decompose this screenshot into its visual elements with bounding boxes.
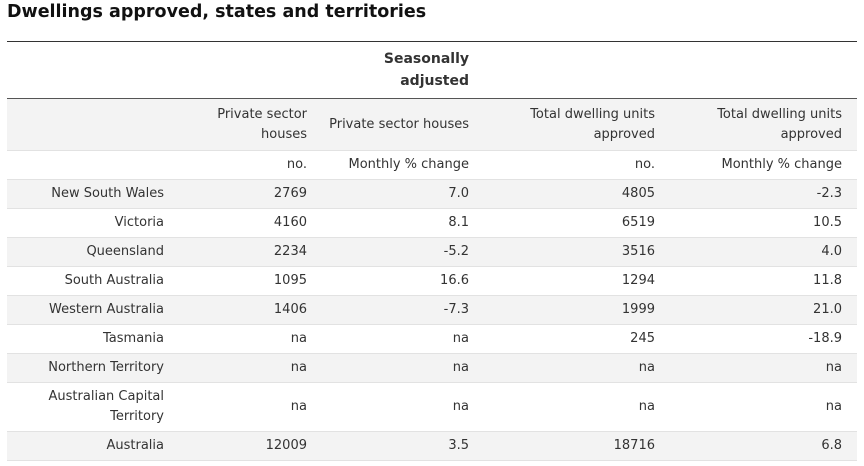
table-cell: 8.1 [448,215,469,230]
table-cell: -7.3 [443,302,469,317]
table-cell: 11.8 [813,273,842,288]
seasonally-adjusted-header: Seasonally adjusted [322,48,469,92]
header-line: Total dwelling units [717,106,842,122]
table-cell: 7.0 [448,186,469,201]
table-cell: 6519 [621,215,655,230]
header-line: houses [261,126,307,142]
table-cell: na [638,399,655,414]
row-label: Victoria [114,215,164,230]
table-cell: na [452,399,469,414]
units-row: no. Monthly % change no. Monthly % chang… [7,151,857,180]
column-header-row: Private sector houses Private sector hou… [7,99,857,151]
row-label: Western Australia [49,302,164,317]
group-header-row: Seasonally adjusted [7,42,857,99]
column-header-private-houses-change: Private sector houses [315,115,477,135]
table-cell: na [638,360,655,375]
table-cell: 1095 [273,273,307,288]
table-cell: -5.2 [443,244,469,259]
table-cell: 1999 [621,302,655,317]
table-row: New South Wales 2769 7.0 4805 -2.3 [7,180,857,209]
table-cell: 12009 [265,438,307,453]
unit-cell: no. [286,157,307,172]
table-cell: 18716 [613,438,655,453]
table-cell: 6.8 [821,438,842,453]
row-label-line: Australian Capital [48,389,164,404]
table-cell: na [825,360,842,375]
column-header-private-houses-no: Private sector houses [172,105,315,145]
row-label: Queensland [86,244,164,259]
column-header-total-dwellings-no: Total dwelling units approved [477,105,663,145]
table-cell: na [452,360,469,375]
table-cell: 245 [630,331,655,346]
table-row: Tasmania na na 245 -18.9 [7,325,857,354]
unit-cell: no. [634,157,655,172]
table-cell: 4.0 [821,244,842,259]
row-label: New South Wales [51,186,164,201]
column-header-total-dwellings-change: Total dwelling units approved [663,105,857,145]
table-cell: na [290,399,307,414]
header-line: approved [780,126,842,142]
unit-cell: Monthly % change [348,157,469,172]
table-cell: 4805 [621,186,655,201]
table-cell: na [825,399,842,414]
group-header-line: adjusted [400,73,469,89]
table-cell: 10.5 [813,215,842,230]
row-label: Tasmania [103,331,164,346]
header-line: Private sector [217,106,307,122]
table-row: Australia 12009 3.5 18716 6.8 [7,432,857,461]
table-cell: 2234 [273,244,307,259]
table-cell: na [290,360,307,375]
table-cell: 21.0 [813,302,842,317]
page-title: Dwellings approved, states and territori… [7,2,427,22]
header-line: approved [593,126,655,142]
unit-cell: Monthly % change [721,157,842,172]
table-row: Northern Territory na na na na [7,354,857,383]
table-cell: -18.9 [808,331,842,346]
table-cell: 2769 [273,186,307,201]
table-cell: na [290,331,307,346]
row-label: Australian Capital Territory [7,387,172,427]
row-label: Australia [106,438,164,453]
table-row: Australian Capital Territory na na na na [7,383,857,432]
header-line: Private sector houses [329,116,469,132]
table-row: Western Australia 1406 -7.3 1999 21.0 [7,296,857,325]
row-label: South Australia [64,273,164,288]
table-cell: 16.6 [440,273,469,288]
table-row: South Australia 1095 16.6 1294 11.8 [7,267,857,296]
row-label-line: Territory [110,409,164,424]
header-line: Total dwelling units [530,106,655,122]
table-row: Queensland 2234 -5.2 3516 4.0 [7,238,857,267]
group-header-line: Seasonally [383,51,469,67]
table-cell: 4160 [273,215,307,230]
table-cell: 3.5 [448,438,469,453]
table-row: Victoria 4160 8.1 6519 10.5 [7,209,857,238]
table-cell: 3516 [621,244,655,259]
table-cell: 1406 [273,302,307,317]
row-label: Northern Territory [48,360,164,375]
table-cell: na [452,331,469,346]
table-cell: 1294 [621,273,655,288]
dwellings-table: Seasonally adjusted Private sector house… [7,41,857,461]
table-cell: -2.3 [816,186,842,201]
